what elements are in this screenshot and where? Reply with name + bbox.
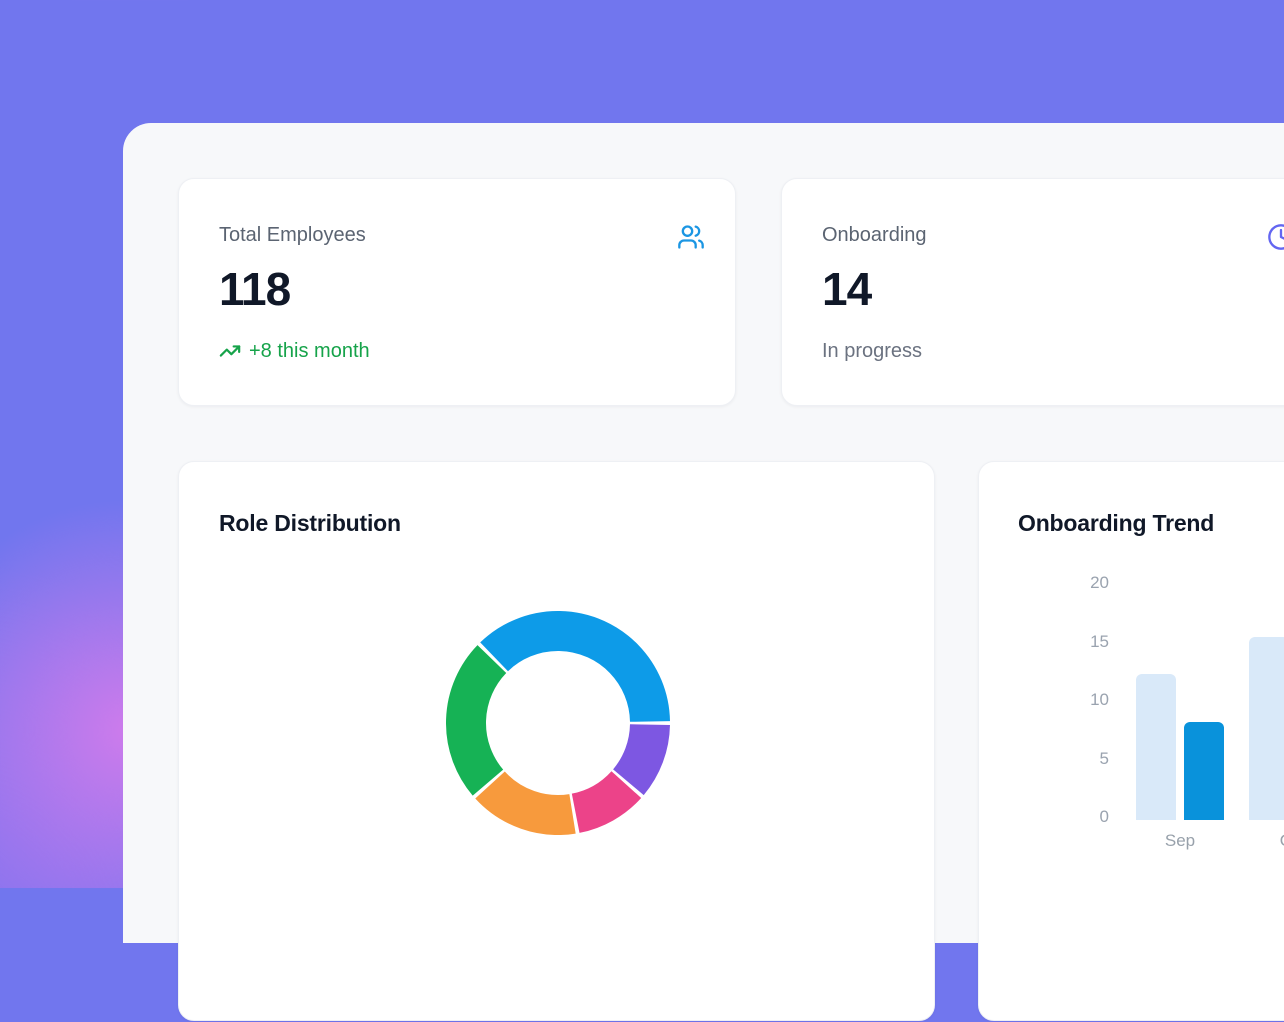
stat-subtext-label: In progress <box>822 340 923 362</box>
y-axis-tick: 5 <box>1099 748 1109 768</box>
onboarding-trend-card: Onboarding Trend Sep Oct 20 15 10 5 0 <box>978 461 1284 1021</box>
bar-oct-light <box>1249 637 1284 820</box>
x-axis-label-sep: Sep <box>1164 831 1196 850</box>
main-panel: Total Employees 118 +8 this month Onboar… <box>123 123 1284 1021</box>
donut-segment-purple <box>446 611 670 835</box>
y-axis-tick: 10 <box>1090 690 1109 709</box>
stat-subtext: In progress <box>822 339 922 363</box>
donut-segment-green <box>446 611 670 835</box>
y-axis-tick: 20 <box>1090 573 1109 592</box>
stat-label: Onboarding <box>822 224 927 246</box>
stat-value: 14 <box>822 263 872 315</box>
bar-sep-dark <box>1184 722 1224 820</box>
stat-card-onboarding: Onboarding 14 In progress <box>781 178 1284 406</box>
users-icon <box>677 223 705 251</box>
stat-value: 118 <box>219 263 291 315</box>
chart-title: Onboarding Trend <box>1018 510 1215 536</box>
y-axis-tick: 15 <box>1090 631 1109 651</box>
stat-subtext: +8 this month <box>219 339 370 363</box>
onboarding-trend-bar-chart: Sep Oct 20 15 10 5 0 <box>979 462 1284 1022</box>
role-distribution-donut-chart <box>446 611 670 835</box>
stat-card-total-employees: Total Employees 118 +8 this month <box>178 178 736 406</box>
chart-title: Role Distribution <box>219 510 401 536</box>
trending-up-icon <box>219 340 241 362</box>
stat-subtext-label: +8 this month <box>249 340 370 362</box>
clock-icon <box>1267 223 1284 251</box>
bar-sep-light <box>1136 673 1176 820</box>
donut-segment-blue <box>446 611 670 835</box>
stat-label: Total Employees <box>219 224 366 246</box>
y-axis-tick: 0 <box>1099 807 1109 826</box>
role-distribution-card: Role Distribution <box>178 461 935 1021</box>
x-axis-label-oct: Oct <box>1249 831 1284 851</box>
